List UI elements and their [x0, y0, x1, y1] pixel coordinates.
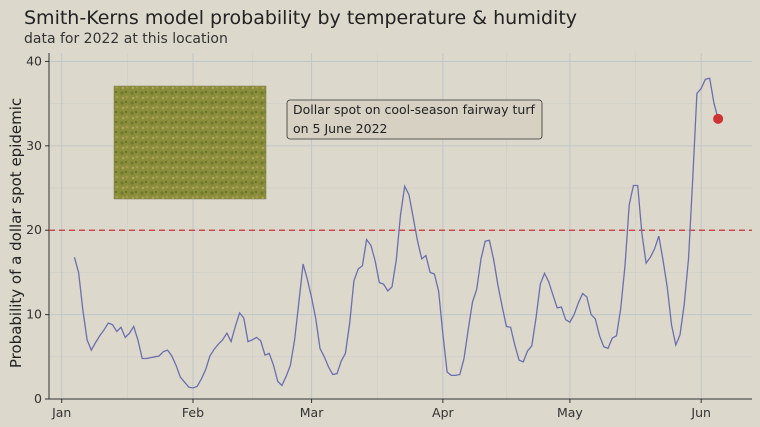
x-tick-label: Mar	[300, 405, 324, 420]
x-tick-label: May	[557, 405, 583, 420]
turf-photo	[113, 85, 267, 200]
x-tick-label: Jan	[51, 405, 71, 420]
y-axis-label: Probability of a dollar spot epidemic	[7, 98, 25, 368]
y-tick-label: 10	[26, 307, 42, 322]
x-axis-ticks: Jan Feb Mar Apr May Jun	[51, 399, 711, 420]
axes	[48, 53, 752, 400]
highlight-point	[713, 113, 724, 124]
annotation-box: Dollar spot on cool-season fairway turf …	[286, 99, 543, 140]
series-line	[73, 77, 719, 389]
x-tick-label: Jun	[690, 405, 711, 420]
y-axis-ticks: 0 10 20 30 40	[26, 53, 49, 406]
annotation-line-2: on 5 June 2022	[293, 121, 387, 136]
y-tick-label: 20	[26, 222, 42, 237]
annotation-line-1: Dollar spot on cool-season fairway turf	[293, 102, 535, 117]
chart-subtitle: data for 2022 at this location	[24, 31, 228, 47]
y-tick-label: 40	[26, 53, 42, 68]
y-tick-label: 0	[34, 391, 42, 406]
x-tick-label: Apr	[432, 405, 454, 420]
x-tick-label: Feb	[182, 405, 204, 420]
y-tick-label: 30	[26, 138, 42, 153]
chart-title: Smith-Kerns model probability by tempera…	[24, 7, 577, 29]
